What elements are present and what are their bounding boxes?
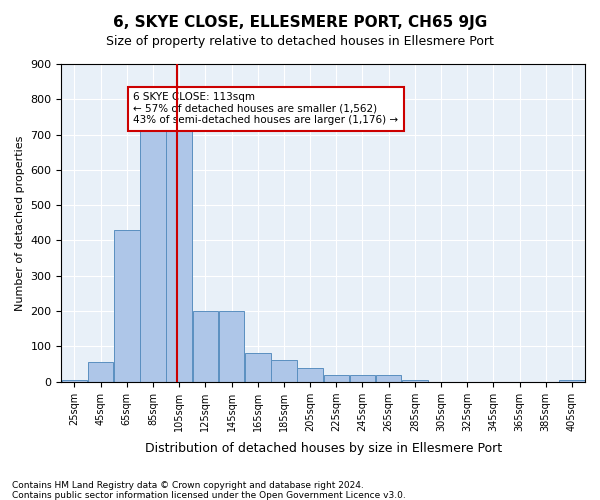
Text: Contains HM Land Registry data © Crown copyright and database right 2024.: Contains HM Land Registry data © Crown c… bbox=[12, 481, 364, 490]
Text: Contains public sector information licensed under the Open Government Licence v3: Contains public sector information licen… bbox=[12, 491, 406, 500]
Bar bbox=[559, 380, 584, 382]
Bar bbox=[219, 311, 244, 382]
Bar bbox=[271, 360, 296, 382]
Bar bbox=[88, 362, 113, 382]
Text: 6, SKYE CLOSE, ELLESMERE PORT, CH65 9JG: 6, SKYE CLOSE, ELLESMERE PORT, CH65 9JG bbox=[113, 15, 487, 30]
Bar bbox=[140, 120, 166, 382]
Bar bbox=[245, 354, 271, 382]
Bar bbox=[350, 374, 375, 382]
Bar bbox=[62, 380, 87, 382]
Bar bbox=[193, 311, 218, 382]
Bar bbox=[376, 374, 401, 382]
Text: Size of property relative to detached houses in Ellesmere Port: Size of property relative to detached ho… bbox=[106, 35, 494, 48]
Text: 6 SKYE CLOSE: 113sqm
← 57% of detached houses are smaller (1,562)
43% of semi-de: 6 SKYE CLOSE: 113sqm ← 57% of detached h… bbox=[133, 92, 398, 126]
Bar bbox=[323, 374, 349, 382]
Bar bbox=[114, 230, 140, 382]
X-axis label: Distribution of detached houses by size in Ellesmere Port: Distribution of detached houses by size … bbox=[145, 442, 502, 455]
Bar bbox=[298, 368, 323, 382]
Y-axis label: Number of detached properties: Number of detached properties bbox=[15, 135, 25, 310]
Bar bbox=[166, 120, 192, 382]
Bar bbox=[402, 380, 428, 382]
